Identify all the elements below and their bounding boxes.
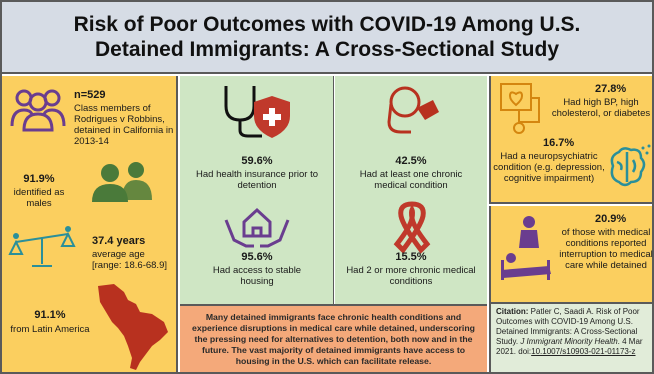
age-range: [range: 18.6-68.9] (92, 260, 167, 271)
title-banner: Risk of Poor Outcomes with COVID-19 Amon… (2, 2, 652, 74)
latin-america-map-icon (98, 284, 168, 370)
citation-date: . 4 Mar 2021. doi: (496, 337, 643, 356)
average-age-label: average age (92, 249, 145, 260)
conclusion-box: Many detained immigrants face chronic he… (180, 304, 487, 372)
cardio-neuro-panel: 27.8% Had high BP, high cholesterol, or … (489, 76, 652, 204)
page-title: Risk of Poor Outcomes with COVID-19 Amon… (73, 13, 581, 61)
latam-percent: 91.1% (34, 309, 66, 321)
housing-description: Had access to stable housing (212, 265, 302, 287)
average-age-value: 37.4 years (92, 235, 146, 247)
male-percent: 91.9% (23, 173, 55, 185)
sample-description: Class members of Rodrigues v Robbins, de… (74, 103, 174, 147)
heart-monitor-icon (500, 83, 540, 134)
scale-age-icon (8, 226, 76, 267)
neuro-percent: 16.7% (543, 137, 575, 149)
male-figures-icon (92, 162, 152, 202)
stethoscope-shield-icon (224, 86, 290, 138)
latam-description: from Latin America (10, 324, 90, 335)
bp-percent: 27.8% (595, 83, 627, 95)
citation-box: Citation: Patler C, Saadi A. Risk of Poo… (489, 302, 652, 372)
chronic-two-description: Had 2 or more chronic medical conditions (346, 265, 476, 287)
citation-text: Patler C, Saadi A. Risk of Poor Outcomes… (496, 307, 640, 346)
patient-bed-icon (501, 216, 551, 280)
conclusion-text: Many detained immigrants face chronic he… (192, 311, 475, 366)
chronic-two-percent: 15.5% (395, 251, 427, 263)
sample-size: n=529 (74, 89, 106, 101)
neuro-description: Had a neuropsychiatric condition (e.g. d… (493, 151, 605, 184)
interrupt-description: of those with medical conditions reporte… (559, 227, 653, 271)
chronic-one-percent: 42.5% (395, 155, 427, 167)
bp-description: Had high BP, high cholesterol, or diabet… (551, 97, 651, 119)
insurance-description: Had health insurance prior to detention (196, 169, 318, 191)
inhaler-icon (387, 86, 439, 134)
brain-icon (610, 144, 651, 187)
hands-house-icon (224, 207, 290, 248)
insurance-percent: 59.6% (241, 155, 273, 167)
citation-label: Citation: (496, 307, 529, 316)
care-interruption-panel: 20.9% of those with medical conditions r… (489, 206, 653, 302)
chronic-one-description: Had at least one chronic medical conditi… (359, 169, 463, 191)
citation-journal: J Immigrant Minority Health (520, 337, 618, 346)
demographics-panel: n=529 Class members of Rodrigues v Robbi… (2, 76, 178, 372)
chronic-conditions-panel: 42.5% Had at least one chronic medical c… (335, 76, 487, 304)
housing-percent: 95.6% (241, 251, 273, 263)
citation-doi-link[interactable]: 10.1007/s10903-021-01173-z (531, 347, 636, 356)
insurance-housing-panel: 59.6% Had health insurance prior to dete… (180, 76, 334, 304)
interrupt-percent: 20.9% (595, 213, 627, 225)
male-description: identified as males (13, 187, 65, 209)
awareness-ribbon-icon (393, 201, 431, 254)
people-group-icon (10, 89, 66, 132)
